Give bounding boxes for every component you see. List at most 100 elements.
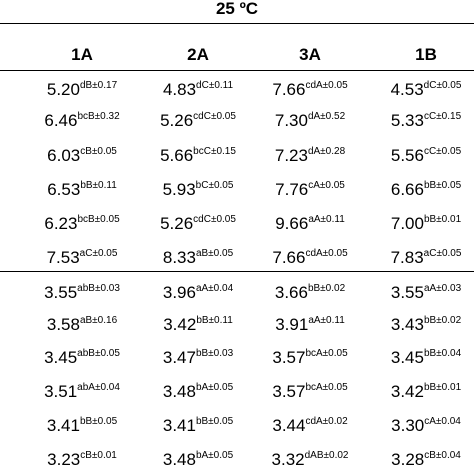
table-cell: 3.41bB±0.05 [47, 416, 117, 436]
table-cell: 6.46bcB±0.32 [44, 111, 119, 131]
top-rule [0, 23, 474, 24]
table-cell: 3.47bB±0.03 [163, 348, 233, 368]
cell-significance: bB±0.01 [423, 382, 462, 393]
cell-value: 3.41 [46, 416, 80, 435]
table-cell: 6.53bB±0.11 [47, 180, 117, 200]
table-cell: 5.20dB±0.17 [47, 80, 117, 100]
table-cell: 3.55abB±0.03 [44, 283, 120, 303]
cell-value: 3.28 [391, 450, 425, 469]
table-cell: 7.83aC±0.05 [391, 248, 462, 268]
cell-significance: cB±0.05 [80, 146, 117, 157]
cell-value: 6.66 [390, 180, 424, 199]
cell-significance: dA±0.28 [307, 146, 346, 157]
table-cell: 3.55aA±0.03 [391, 283, 461, 303]
cell-significance: cB±0.01 [80, 450, 117, 461]
cell-significance: bB±0.04 [423, 348, 462, 359]
cell-value: 7.83 [390, 248, 424, 267]
cell-value: 3.91 [275, 315, 309, 334]
table-cell: 7.66cdA±0.05 [272, 80, 347, 100]
cell-value: 6.03 [47, 146, 81, 165]
table-cell: 5.26cdC±0.05 [160, 111, 236, 131]
table-cell: 3.91aA±0.11 [275, 315, 345, 335]
cell-significance: aC±0.05 [423, 248, 462, 259]
cell-value: 5.56 [390, 146, 424, 165]
cell-significance: cdA±0.05 [305, 80, 348, 91]
cell-significance: bB±0.02 [307, 283, 346, 294]
table-cell: 5.66bcC±0.15 [160, 146, 236, 166]
table-cell: 3.57bcA±0.05 [272, 348, 347, 368]
cell-significance: bB±0.11 [196, 315, 233, 326]
cell-value: 3.23 [47, 450, 81, 469]
cell-significance: abB±0.05 [77, 348, 120, 359]
cell-significance: cA±0.04 [424, 416, 461, 427]
cell-significance: aA±0.04 [195, 283, 234, 294]
column-header: 2A [187, 45, 209, 64]
cell-significance: bcA±0.05 [305, 382, 348, 393]
cell-significance: abB±0.03 [77, 283, 120, 294]
cell-value: 7.66 [272, 248, 306, 267]
cell-significance: bC±0.05 [195, 180, 234, 191]
table-cell: 3.23cB±0.01 [47, 450, 117, 470]
table-cell: 3.51abA±0.04 [44, 382, 120, 402]
table-cell: 7.53aC±0.05 [47, 248, 118, 268]
cell-significance: bB±0.02 [423, 315, 462, 326]
table-cell: 5.33cC±0.15 [391, 111, 461, 131]
cell-value: 5.33 [390, 111, 424, 130]
cell-significance: cA±0.05 [308, 180, 345, 191]
cell-significance: aA±0.03 [423, 283, 462, 294]
cell-significance: bcA±0.05 [305, 348, 348, 359]
cell-significance: bB±0.11 [80, 180, 117, 191]
cell-significance: dB±0.17 [79, 80, 118, 91]
cell-significance: bB±0.05 [79, 416, 118, 427]
cell-value: 8.33 [162, 248, 196, 267]
cell-value: 3.51 [44, 382, 78, 401]
table-cell: 4.53dC±0.05 [391, 80, 462, 100]
cell-value: 5.93 [162, 180, 196, 199]
header-rule [0, 70, 474, 71]
column-header: 1A [71, 45, 93, 64]
cell-significance: aB±0.05 [195, 248, 234, 259]
cell-significance: cdC±0.05 [193, 214, 236, 225]
cell-value: 3.47 [162, 348, 196, 367]
table-cell: 8.33aB±0.05 [163, 248, 233, 268]
cell-value: 5.26 [160, 214, 194, 233]
cell-value: 3.41 [162, 416, 196, 435]
cell-value: 7.76 [275, 180, 309, 199]
cell-significance: bB±0.05 [195, 416, 234, 427]
table-cell: 3.58aB±0.16 [47, 315, 117, 335]
table-cell: 6.66bB±0.05 [391, 180, 461, 200]
cell-value: 6.53 [47, 180, 81, 199]
cell-value: 5.26 [160, 111, 194, 130]
table-cell: 3.41bB±0.05 [163, 416, 233, 436]
column-header: 3A [299, 45, 321, 64]
cell-value: 3.55 [390, 283, 424, 302]
cell-significance: bcC±0.15 [193, 146, 236, 157]
cell-significance: bA±0.05 [195, 450, 234, 461]
table-cell: 3.42bB±0.11 [163, 315, 233, 335]
table-cell: 3.28cB±0.04 [391, 450, 461, 470]
table-cell: 5.56cC±0.05 [391, 146, 461, 166]
table-cell: 3.32dAB±0.02 [272, 450, 349, 470]
cell-value: 5.66 [160, 146, 194, 165]
cell-significance: dAB±0.02 [304, 450, 349, 461]
cell-value: 6.46 [44, 111, 78, 130]
cell-significance: cdA±0.02 [305, 416, 348, 427]
cell-value: 9.66 [275, 214, 309, 233]
cell-value: 3.66 [274, 283, 308, 302]
cell-value: 3.96 [162, 283, 196, 302]
cell-value: 3.48 [162, 450, 196, 469]
table-cell: 3.43bB±0.02 [391, 315, 461, 335]
cell-significance: dA±0.52 [307, 111, 346, 122]
cell-significance: cC±0.15 [423, 111, 462, 122]
table-cell: 3.48bA±0.05 [163, 382, 233, 402]
table-cell: 5.93bC±0.05 [163, 180, 234, 200]
table-cell: 5.26cdC±0.05 [160, 214, 236, 234]
cell-value: 3.45 [390, 348, 424, 367]
table-cell: 7.76cA±0.05 [275, 180, 345, 200]
table-cell: 7.00bB±0.01 [391, 214, 461, 234]
table-cell: 7.66cdA±0.05 [272, 248, 347, 268]
cell-value: 3.48 [162, 382, 196, 401]
table-cell: 3.48bA±0.05 [163, 450, 233, 470]
cell-value: 3.57 [272, 348, 306, 367]
cell-value: 3.30 [391, 416, 425, 435]
